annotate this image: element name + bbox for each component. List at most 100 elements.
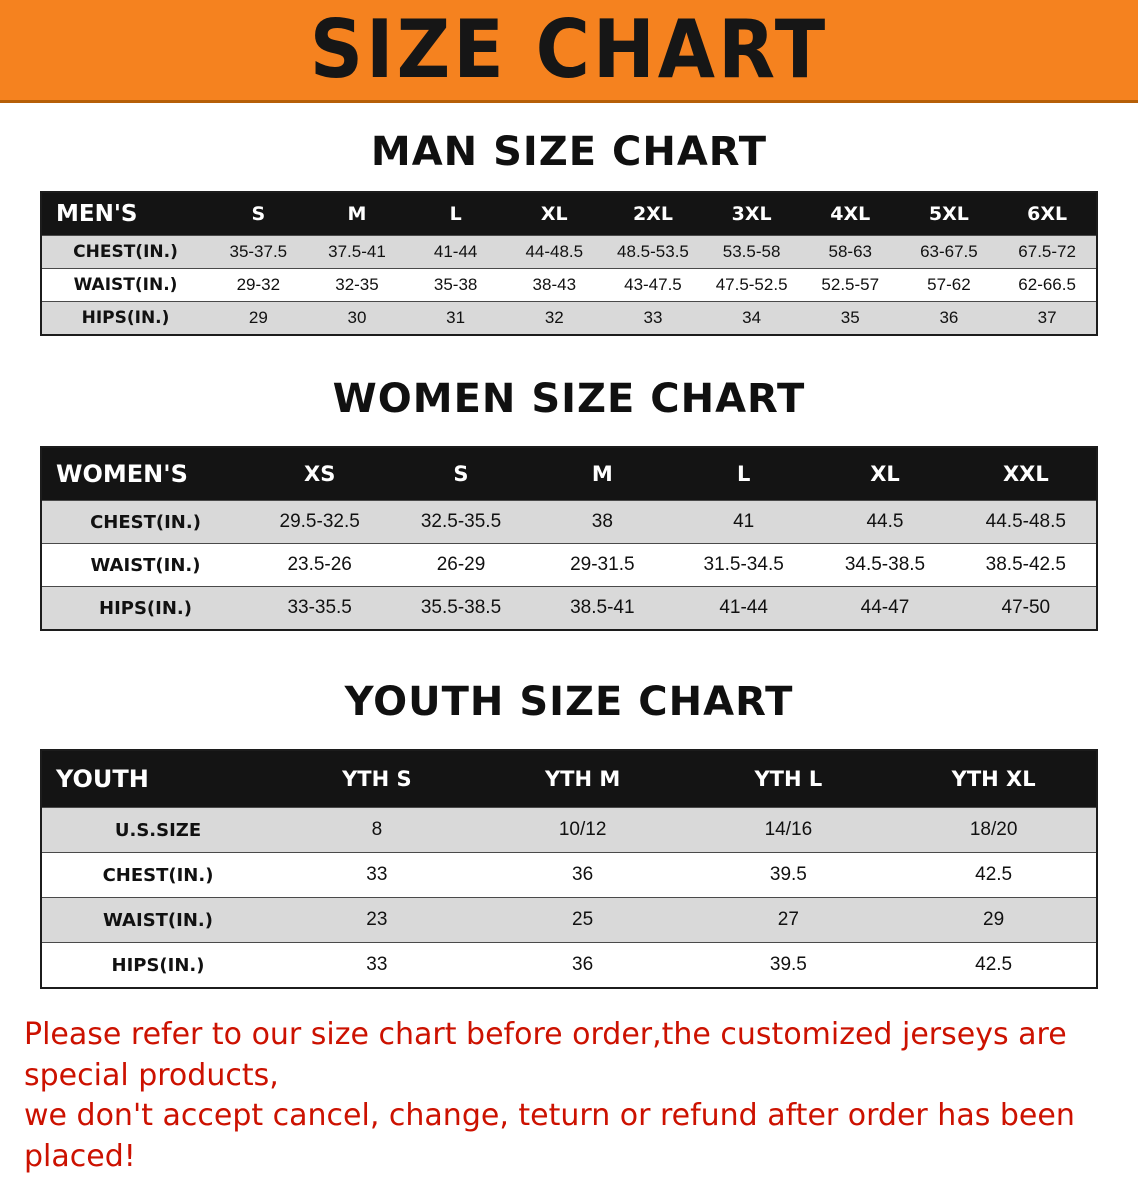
table-title-cell: YOUTH — [41, 750, 274, 808]
row-label: CHEST(IN.) — [41, 500, 249, 544]
size-value-cell: 25 — [479, 897, 686, 943]
table-row: U.S.SIZE 8 10/12 14/16 18/20 — [41, 807, 1097, 853]
size-value-cell: 38-43 — [504, 268, 604, 302]
table-row: HIPS(IN.) 29 30 31 32 33 34 35 36 37 — [41, 301, 1097, 335]
size-value-cell: 34 — [702, 301, 801, 335]
table-row: CHEST(IN.) 35-37.5 37.5-41 41-44 44-48.5 48.5… — [41, 235, 1097, 269]
size-column-header: 5XL — [899, 192, 999, 236]
size-value-cell: 33 — [274, 852, 480, 898]
size-value-cell: 29 — [891, 897, 1097, 943]
women-chart-heading: WOMEN SIZE CHART — [332, 376, 806, 422]
size-value-cell: 36 — [479, 852, 686, 898]
size-column-header: YTH M — [479, 750, 686, 808]
size-column-header: S — [209, 192, 308, 236]
size-value-cell: 30 — [307, 301, 407, 335]
size-value-cell: 29-32 — [209, 268, 308, 302]
size-value-cell: 63-67.5 — [899, 235, 999, 269]
size-column-header: M — [307, 192, 407, 236]
youth-chart-heading: YOUTH SIZE CHART — [344, 679, 794, 725]
row-label: HIPS(IN.) — [41, 301, 209, 335]
size-column-header: M — [531, 447, 673, 501]
size-value-cell: 31.5-34.5 — [672, 543, 815, 587]
order-notice: Please refer to our size chart before or… — [24, 1015, 1114, 1177]
table-row: HIPS(IN.) 33-35.5 35.5-38.5 38.5-41 41-44 44-… — [41, 586, 1097, 630]
size-value-cell: 35.5-38.5 — [390, 586, 532, 630]
size-value-cell: 35 — [800, 301, 900, 335]
women-size-section: WOMEN SIZE CHART WOMEN'S XS S M L XL XXL CHEST(… — [0, 336, 1138, 631]
size-value-cell: 42.5 — [891, 852, 1097, 898]
men-chart-heading: MAN SIZE CHART — [370, 129, 768, 175]
size-value-cell: 44.5-48.5 — [955, 500, 1097, 544]
size-value-cell: 8 — [274, 807, 480, 853]
table-row: HIPS(IN.) 33 36 39.5 42.5 — [41, 942, 1097, 988]
size-value-cell: 14/16 — [685, 807, 892, 853]
notice-line-1: Please refer to our size chart before or… — [24, 1017, 1067, 1093]
size-value-cell: 32 — [504, 301, 604, 335]
size-value-cell: 32.5-35.5 — [390, 500, 532, 544]
row-label: WAIST(IN.) — [41, 897, 274, 943]
size-value-cell: 35-38 — [406, 268, 505, 302]
size-column-header: 3XL — [702, 192, 801, 236]
size-value-cell: 58-63 — [800, 235, 900, 269]
size-value-cell: 34.5-38.5 — [814, 543, 956, 587]
size-column-header: 6XL — [998, 192, 1097, 236]
size-column-header: XXL — [955, 447, 1097, 501]
size-value-cell: 10/12 — [479, 807, 686, 853]
youth-size-table-container: YOUTH YTH S YTH M YTH L YTH XL U.S.SIZE 8 10/12… — [40, 749, 1098, 989]
size-value-cell: 44-47 — [814, 586, 956, 630]
row-label: HIPS(IN.) — [41, 586, 249, 630]
youth-table: YOUTH YTH S YTH M YTH L YTH XL U.S.SIZE 8 10/12… — [40, 749, 1098, 989]
row-label: U.S.SIZE — [41, 807, 274, 853]
size-value-cell: 29-31.5 — [531, 543, 673, 587]
size-value-cell: 29.5-32.5 — [249, 500, 391, 544]
youth-size-section: YOUTH SIZE CHART YOUTH YTH S YTH M YTH L YTH… — [0, 631, 1138, 989]
size-value-cell: 27 — [685, 897, 892, 943]
size-value-cell: 35-37.5 — [209, 235, 308, 269]
size-value-cell: 38 — [531, 500, 673, 544]
men-size-table-container: MEN'S S M L XL 2XL 3XL 4XL 5XL 6XL CHEST(IN.) 35-37… — [40, 191, 1098, 336]
size-column-header: 4XL — [800, 192, 900, 236]
header-row: YOUTH YTH S YTH M YTH L YTH XL — [41, 750, 1097, 808]
size-value-cell: 39.5 — [685, 942, 892, 988]
size-value-cell: 37.5-41 — [307, 235, 407, 269]
size-value-cell: 36 — [899, 301, 999, 335]
size-value-cell: 38.5-42.5 — [955, 543, 1097, 587]
table-row: CHEST(IN.) 33 36 39.5 42.5 — [41, 852, 1097, 898]
womens-table: WOMEN'S XS S M L XL XXL CHEST(IN.) 29.5-32.5 32.5… — [40, 446, 1098, 631]
size-value-cell: 33 — [603, 301, 703, 335]
table-row: WAIST(IN.) 23 25 27 29 — [41, 897, 1097, 943]
size-value-cell: 26-29 — [390, 543, 532, 587]
size-value-cell: 41-44 — [406, 235, 505, 269]
notice-line-2: we don't accept cancel, change, teturn o… — [24, 1098, 1075, 1174]
size-value-cell: 33-35.5 — [249, 586, 391, 630]
size-value-cell: 43-47.5 — [603, 268, 703, 302]
size-value-cell: 18/20 — [891, 807, 1097, 853]
size-value-cell: 53.5-58 — [702, 235, 801, 269]
size-column-header: YTH S — [274, 750, 480, 808]
row-label: CHEST(IN.) — [41, 235, 209, 269]
size-column-header: XL — [504, 192, 604, 236]
size-column-header: S — [390, 447, 532, 501]
table-title-cell: WOMEN'S — [41, 447, 249, 501]
size-value-cell: 52.5-57 — [800, 268, 900, 302]
title-banner: SIZE CHART — [0, 0, 1138, 103]
size-value-cell: 57-62 — [899, 268, 999, 302]
mens-table: MEN'S S M L XL 2XL 3XL 4XL 5XL 6XL CHEST(IN.) 35-37… — [40, 191, 1098, 336]
size-value-cell: 44.5 — [814, 500, 956, 544]
size-value-cell: 47-50 — [955, 586, 1097, 630]
size-value-cell: 38.5-41 — [531, 586, 673, 630]
size-value-cell: 37 — [998, 301, 1097, 335]
size-column-header: XL — [814, 447, 956, 501]
row-label: CHEST(IN.) — [41, 852, 274, 898]
size-value-cell: 23.5-26 — [249, 543, 391, 587]
size-value-cell: 29 — [209, 301, 308, 335]
size-value-cell: 41-44 — [672, 586, 815, 630]
size-value-cell: 44-48.5 — [504, 235, 604, 269]
table-row: CHEST(IN.) 29.5-32.5 32.5-35.5 38 41 44.5 44.5… — [41, 500, 1097, 544]
size-value-cell: 47.5-52.5 — [702, 268, 801, 302]
page-title: SIZE CHART — [309, 3, 829, 97]
size-value-cell: 36 — [479, 942, 686, 988]
size-value-cell: 41 — [672, 500, 815, 544]
women-size-table-container: WOMEN'S XS S M L XL XXL CHEST(IN.) 29.5-32.5 32.5… — [40, 446, 1098, 631]
